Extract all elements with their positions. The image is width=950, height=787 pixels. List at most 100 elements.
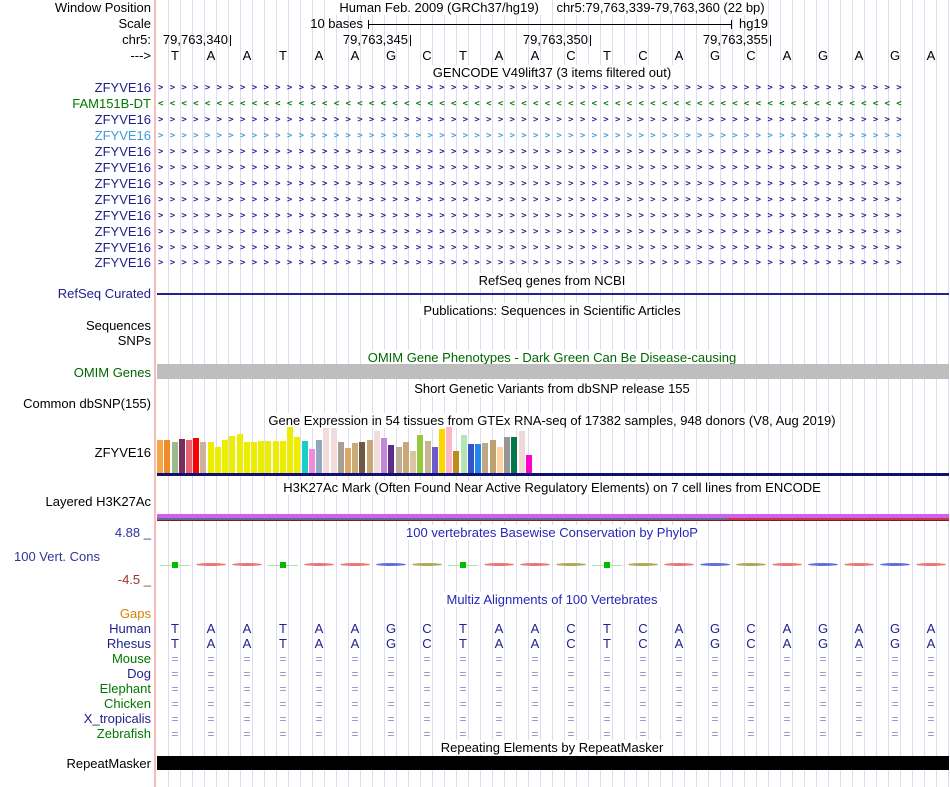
gtex-tissue-bar[interactable] bbox=[366, 440, 373, 473]
gtex-tissue-bar[interactable] bbox=[287, 427, 294, 473]
gtex-tissue-bar[interactable] bbox=[265, 441, 272, 473]
multiz-species-row[interactable]: Rhesus T A A T A A G C T A A C T C A G C A G A G A bbox=[0, 637, 950, 652]
gene-row[interactable]: ZFYVE16 >>>>>>>>>>>>>>>>>>>>>>>>>>>>>>>>>… bbox=[0, 161, 950, 176]
gene-name-label[interactable]: ZFYVE16 bbox=[94, 128, 151, 143]
gtex-tissue-bar[interactable] bbox=[330, 428, 337, 473]
gtex-tissue-bar[interactable] bbox=[294, 437, 301, 473]
gtex-tissue-bar[interactable] bbox=[431, 447, 438, 473]
gtex-tissue-bar[interactable] bbox=[178, 439, 185, 473]
gene-row[interactable]: ZFYVE16 >>>>>>>>>>>>>>>>>>>>>>>>>>>>>>>>>… bbox=[0, 129, 950, 144]
gene-row[interactable]: ZFYVE16 >>>>>>>>>>>>>>>>>>>>>>>>>>>>>>>>>… bbox=[0, 209, 950, 224]
gtex-tissue-bar[interactable] bbox=[236, 434, 243, 473]
gtex-tissue-bar[interactable] bbox=[258, 441, 265, 473]
gtex-tissue-bar[interactable] bbox=[272, 441, 279, 473]
repeatmasker-repeat-bar[interactable] bbox=[157, 756, 949, 770]
multiz-species-label[interactable]: Mouse bbox=[111, 651, 151, 666]
gtex-tissue-bar[interactable] bbox=[453, 451, 460, 473]
gtex-tissue-bar[interactable] bbox=[388, 445, 395, 473]
gtex-tissue-bar[interactable] bbox=[157, 440, 163, 473]
gtex-tissue-bar[interactable] bbox=[410, 451, 417, 473]
gtex-tissue-bar[interactable] bbox=[460, 435, 467, 473]
multiz-species-row[interactable]: Dog = = = = = = = = = = = = = = = = = = = = = = bbox=[0, 667, 950, 682]
gene-row[interactable]: ZFYVE16 >>>>>>>>>>>>>>>>>>>>>>>>>>>>>>>>>… bbox=[0, 113, 950, 128]
gene-name-label[interactable]: FAM151B-DT bbox=[72, 96, 151, 111]
gene-name-label[interactable]: ZFYVE16 bbox=[94, 80, 151, 95]
gene-row[interactable]: ZFYVE16 >>>>>>>>>>>>>>>>>>>>>>>>>>>>>>>>>… bbox=[0, 177, 950, 192]
gtex-tissue-bar[interactable] bbox=[359, 442, 366, 473]
omim-gene-bar[interactable] bbox=[157, 364, 949, 379]
dbsnp-track-label[interactable]: Common dbSNP(155) bbox=[23, 396, 151, 411]
gtex-tissue-bar[interactable] bbox=[496, 447, 503, 473]
gtex-tissue-bar[interactable] bbox=[345, 448, 351, 473]
gtex-tissue-bar[interactable] bbox=[214, 447, 221, 473]
gene-name-label[interactable]: ZFYVE16 bbox=[94, 176, 151, 191]
gtex-tissue-bar[interactable] bbox=[229, 436, 236, 473]
gtex-tissue-bar[interactable] bbox=[171, 442, 178, 473]
refseq-curated-label[interactable]: RefSeq Curated bbox=[57, 286, 151, 301]
multiz-species-label[interactable]: Chicken bbox=[104, 696, 151, 711]
multiz-species-row[interactable]: Chicken = = = = = = = = = = = = = = = = = = = = = = bbox=[0, 697, 950, 712]
gene-row[interactable]: ZFYVE16 >>>>>>>>>>>>>>>>>>>>>>>>>>>>>>>>>… bbox=[0, 225, 950, 240]
gtex-tissue-bar[interactable] bbox=[373, 431, 380, 473]
h3k27ac-track-label[interactable]: Layered H3K27Ac bbox=[45, 494, 151, 509]
multiz-species-label[interactable]: X_tropicalis bbox=[83, 711, 151, 726]
gene-row[interactable]: ZFYVE16 >>>>>>>>>>>>>>>>>>>>>>>>>>>>>>>>>… bbox=[0, 241, 950, 256]
gtex-tissue-bar[interactable] bbox=[489, 440, 496, 473]
gtex-tissue-bar[interactable] bbox=[200, 442, 207, 473]
snps-track-label[interactable]: SNPs bbox=[117, 333, 151, 348]
gene-name-label[interactable]: ZFYVE16 bbox=[94, 112, 151, 127]
multiz-species-row[interactable]: Mouse = = = = = = = = = = = = = = = = = = = = = = bbox=[0, 652, 950, 667]
gtex-tissue-bar[interactable] bbox=[222, 440, 229, 473]
gene-name-label[interactable]: ZFYVE16 bbox=[94, 240, 151, 255]
gene-name-label[interactable]: ZFYVE16 bbox=[94, 208, 151, 223]
multiz-species-label[interactable]: Elephant bbox=[99, 681, 151, 696]
gene-row[interactable]: ZFYVE16 >>>>>>>>>>>>>>>>>>>>>>>>>>>>>>>>>… bbox=[0, 81, 950, 96]
gtex-tissue-bar[interactable] bbox=[395, 447, 402, 473]
sequences-track-label[interactable]: Sequences bbox=[85, 318, 151, 333]
gtex-tissue-bar[interactable] bbox=[511, 437, 518, 473]
gtex-tissue-bar[interactable] bbox=[251, 442, 257, 473]
gene-name-label[interactable]: ZFYVE16 bbox=[94, 160, 151, 175]
gtex-tissue-bar[interactable] bbox=[381, 438, 388, 473]
gtex-tissue-bar[interactable] bbox=[316, 440, 323, 473]
phylop-track-label[interactable]: 100 Vert. Cons bbox=[14, 549, 100, 564]
gtex-tissue-bar[interactable] bbox=[482, 443, 489, 473]
multiz-species-row[interactable]: Human T A A T A A G C T A A C T C A G C A G A G A bbox=[0, 622, 950, 637]
multiz-species-label[interactable]: Dog bbox=[127, 666, 151, 681]
gene-name-label[interactable]: ZFYVE16 bbox=[94, 144, 151, 159]
multiz-species-row[interactable]: Elephant = = = = = = = = = = = = = = = = = = = = = = bbox=[0, 682, 950, 697]
multiz-species-label[interactable]: Human bbox=[109, 621, 151, 636]
multiz-species-row[interactable]: Zebrafish = = = = = = = = = = = = = = = = = = = = = = bbox=[0, 727, 950, 742]
multiz-species-label[interactable]: Rhesus bbox=[106, 636, 151, 651]
gtex-tissue-bar[interactable] bbox=[279, 441, 286, 473]
multiz-gaps-label[interactable]: Gaps bbox=[119, 606, 151, 621]
gtex-tissue-bar[interactable] bbox=[308, 449, 315, 473]
gene-name-label[interactable]: ZFYVE16 bbox=[94, 192, 151, 207]
gtex-tissue-bar[interactable] bbox=[193, 438, 200, 473]
gtex-tissue-bar[interactable] bbox=[439, 429, 445, 473]
gtex-tissue-bar[interactable] bbox=[475, 444, 482, 473]
gene-name-label[interactable]: ZFYVE16 bbox=[94, 255, 151, 270]
gtex-tissue-bar[interactable] bbox=[323, 428, 330, 473]
gene-row[interactable]: FAM151B-DT <<<<<<<<<<<<<<<<<<<<<<<<<<<<<<… bbox=[0, 97, 950, 112]
multiz-species-row[interactable]: X_tropicalis = = = = = = = = = = = = = = = = = = = = = = bbox=[0, 712, 950, 727]
gtex-tissue-bar[interactable] bbox=[446, 427, 453, 473]
gtex-tissue-bar[interactable] bbox=[525, 455, 532, 473]
gtex-tissue-bar[interactable] bbox=[337, 442, 344, 473]
gtex-tissue-bar[interactable] bbox=[518, 431, 525, 473]
gene-row[interactable]: ZFYVE16 >>>>>>>>>>>>>>>>>>>>>>>>>>>>>>>>>… bbox=[0, 145, 950, 160]
gtex-tissue-bar[interactable] bbox=[402, 442, 409, 473]
gene-row[interactable]: ZFYVE16 >>>>>>>>>>>>>>>>>>>>>>>>>>>>>>>>>… bbox=[0, 256, 950, 271]
gtex-tissue-bar[interactable] bbox=[164, 440, 171, 473]
gtex-tissue-bar[interactable] bbox=[207, 442, 214, 473]
gtex-gene-label[interactable]: ZFYVE16 bbox=[94, 445, 151, 460]
gtex-tissue-bar[interactable] bbox=[424, 441, 431, 473]
multiz-species-label[interactable]: Zebrafish bbox=[96, 726, 151, 741]
gene-row[interactable]: ZFYVE16 >>>>>>>>>>>>>>>>>>>>>>>>>>>>>>>>>… bbox=[0, 193, 950, 208]
omim-genes-label[interactable]: OMIM Genes bbox=[73, 365, 151, 380]
gtex-tissue-bar[interactable] bbox=[301, 441, 308, 473]
gtex-tissue-bar[interactable] bbox=[417, 435, 424, 473]
gene-name-label[interactable]: ZFYVE16 bbox=[94, 224, 151, 239]
refseq-gene-bar[interactable] bbox=[157, 293, 949, 295]
gtex-tissue-bar[interactable] bbox=[243, 442, 250, 473]
